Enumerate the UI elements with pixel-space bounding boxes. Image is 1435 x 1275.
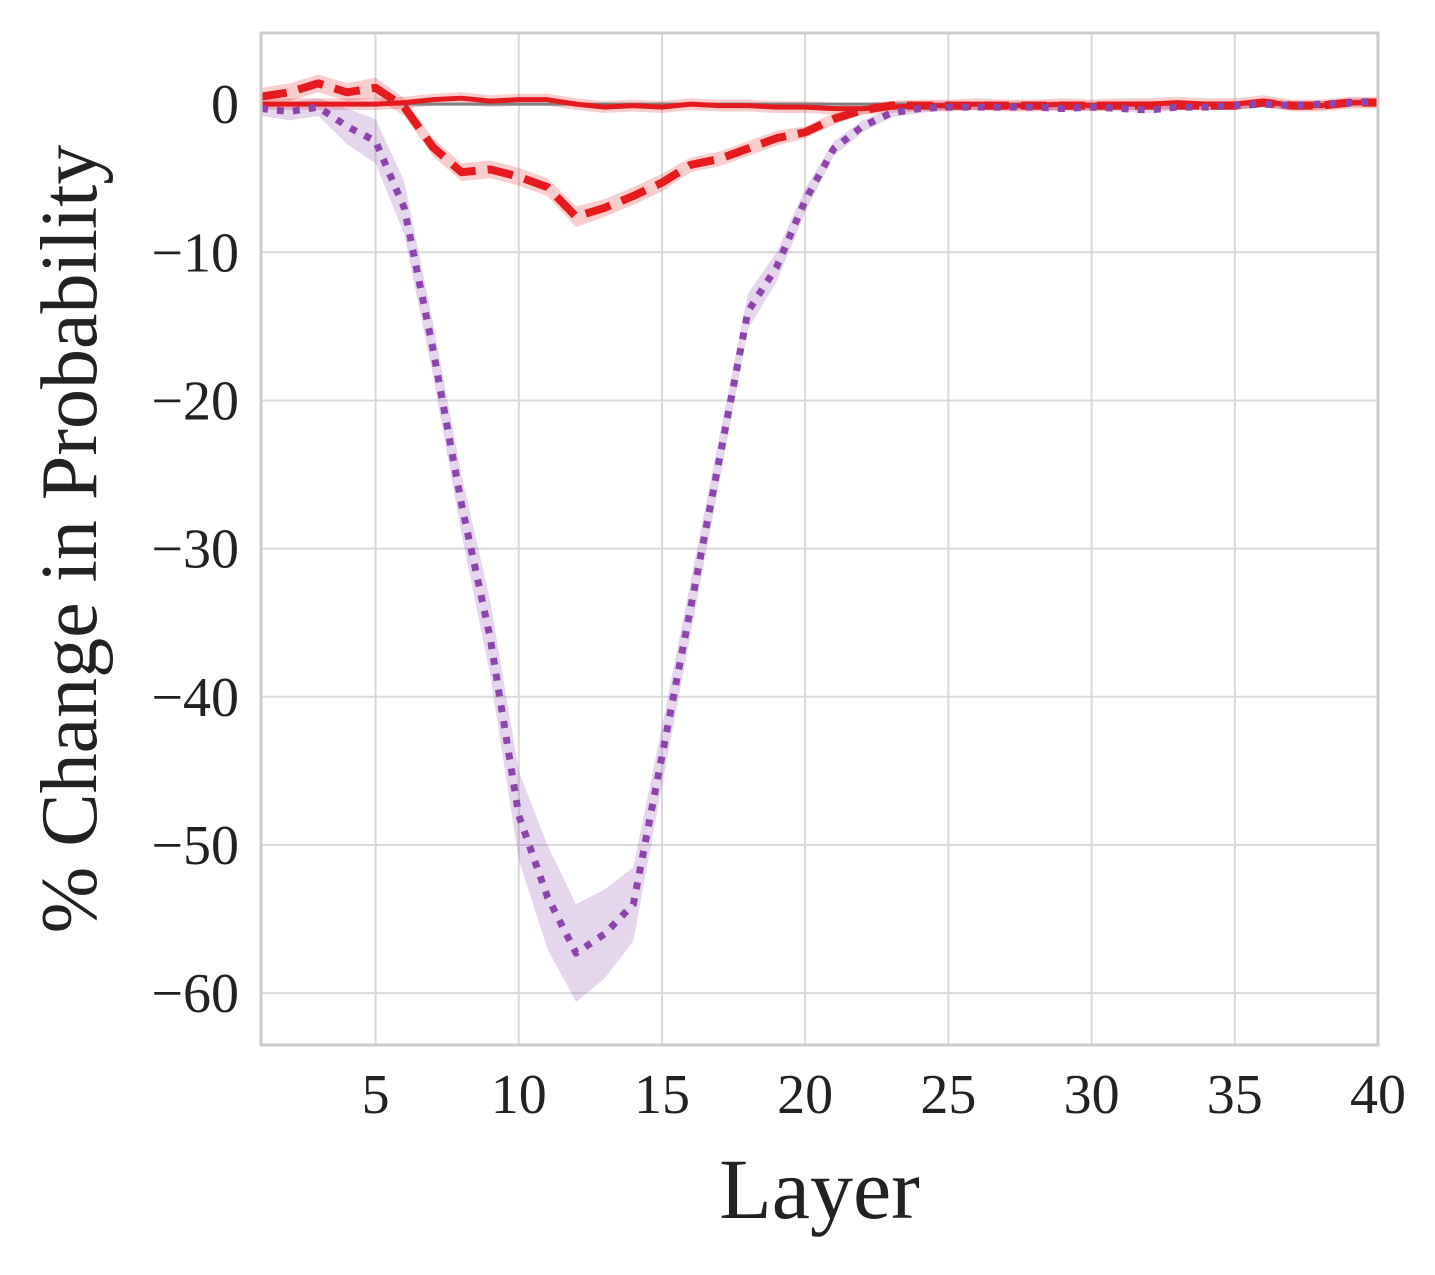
x-tick-label: 40 — [1350, 1064, 1406, 1126]
series-lines — [260, 79, 1379, 957]
x-tick-label: 25 — [920, 1064, 976, 1126]
plot-frame — [259, 31, 1380, 1047]
x-tick-label: 15 — [634, 1064, 690, 1126]
x-tick-labels: 5 10 15 20 25 30 35 40 — [362, 1064, 1406, 1126]
y-tick-label: −50 — [151, 815, 239, 877]
series-3-band — [261, 98, 1378, 1003]
x-tick-label: 30 — [1064, 1064, 1120, 1126]
series-2-band — [261, 74, 1378, 228]
y-axis-title: % Change in Probability — [26, 145, 114, 934]
y-tick-label: 0 — [211, 74, 239, 136]
y-tick-label: −40 — [151, 667, 239, 729]
y-tick-label: −30 — [151, 519, 239, 581]
x-tick-label: 10 — [491, 1064, 547, 1126]
y-tick-label: −10 — [151, 222, 239, 284]
x-tick-label: 5 — [362, 1064, 390, 1126]
y-tick-label: −20 — [151, 370, 239, 432]
y-tick-labels: 0 −10 −20 −30 −40 −50 −60 — [151, 74, 239, 1025]
grid — [261, 33, 1379, 1045]
x-axis-title: Layer — [719, 1141, 920, 1237]
x-tick-label: 35 — [1207, 1064, 1263, 1126]
y-tick-label: −60 — [151, 963, 239, 1025]
series-3-line — [260, 97, 1379, 957]
x-tick-label: 20 — [777, 1064, 833, 1126]
confidence-bands — [261, 74, 1378, 1003]
